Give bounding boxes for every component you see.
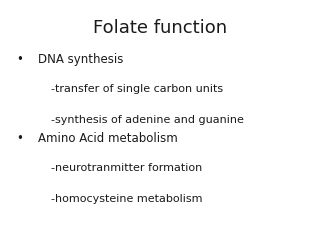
Text: -synthesis of adenine and guanine: -synthesis of adenine and guanine: [51, 115, 244, 125]
Text: Folate function: Folate function: [93, 19, 227, 37]
Text: Amino Acid metabolism: Amino Acid metabolism: [38, 132, 178, 145]
Text: -neurotranmitter formation: -neurotranmitter formation: [51, 163, 203, 173]
Text: •: •: [16, 53, 23, 66]
Text: -transfer of single carbon units: -transfer of single carbon units: [51, 84, 223, 94]
Text: •: •: [16, 132, 23, 145]
Text: -homocysteine metabolism: -homocysteine metabolism: [51, 194, 203, 204]
Text: DNA synthesis: DNA synthesis: [38, 53, 124, 66]
